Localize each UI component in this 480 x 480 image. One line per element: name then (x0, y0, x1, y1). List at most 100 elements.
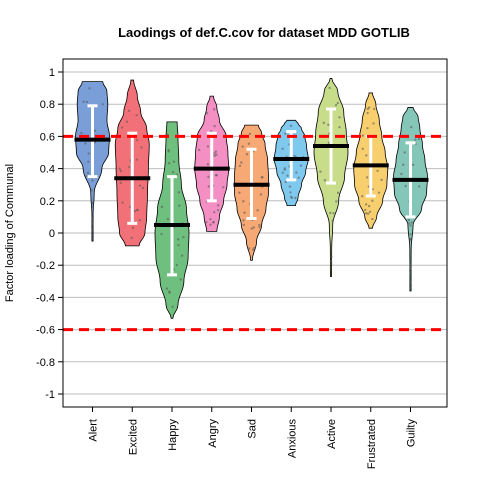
y-tick-label: -0.2 (36, 260, 55, 272)
data-point (330, 262, 333, 266)
data-point (258, 225, 261, 229)
data-point (121, 201, 124, 204)
data-point (365, 176, 369, 179)
data-point (242, 219, 245, 222)
data-point (290, 196, 294, 200)
data-point (140, 146, 143, 149)
data-point (171, 171, 175, 174)
data-point (366, 107, 370, 111)
data-point (238, 164, 242, 168)
data-point (251, 248, 255, 251)
data-point (328, 86, 331, 90)
data-point (299, 164, 303, 167)
data-point (411, 163, 415, 167)
data-point (138, 218, 142, 222)
data-point (87, 152, 90, 155)
data-point (175, 263, 178, 267)
data-point (91, 205, 95, 209)
data-point (240, 161, 243, 164)
data-point (327, 141, 331, 145)
y-tick-label: -1 (45, 389, 55, 401)
data-point (288, 185, 292, 188)
data-point (281, 147, 284, 150)
data-point (135, 138, 139, 142)
data-point (243, 211, 246, 214)
data-point (247, 142, 251, 145)
data-point (238, 191, 241, 194)
data-point (171, 305, 174, 309)
y-tick-label: -0.8 (36, 357, 55, 369)
data-point (372, 122, 375, 125)
data-point (214, 150, 218, 153)
data-point (213, 211, 216, 214)
data-point (376, 169, 379, 172)
data-point (209, 217, 212, 221)
data-point (176, 238, 180, 241)
data-point (294, 196, 297, 200)
data-point (338, 116, 341, 119)
data-point (361, 194, 364, 198)
data-point (366, 111, 369, 115)
y-tick-label: 1 (49, 67, 55, 79)
data-point (408, 254, 412, 257)
data-point (330, 255, 333, 258)
data-point (331, 219, 334, 222)
data-point (332, 212, 335, 215)
data-point (177, 244, 180, 247)
data-point (409, 263, 412, 266)
data-point (338, 125, 341, 129)
data-point (283, 168, 286, 171)
data-point (168, 290, 171, 293)
data-point (180, 254, 184, 257)
data-point (417, 137, 421, 141)
data-point (85, 174, 89, 178)
data-point (80, 131, 83, 135)
data-point (409, 237, 412, 241)
data-point (402, 163, 405, 166)
data-point (212, 221, 215, 224)
data-point (371, 199, 374, 202)
data-point (135, 113, 138, 117)
data-point (213, 152, 216, 155)
data-point (197, 148, 201, 152)
data-point (141, 186, 145, 190)
data-point (241, 145, 244, 148)
data-point (212, 108, 216, 111)
data-point (119, 169, 123, 173)
data-point (330, 244, 333, 247)
data-point (245, 153, 249, 156)
data-point (368, 210, 372, 214)
data-point (130, 236, 133, 240)
data-point (91, 229, 94, 232)
y-tick-label: -0.6 (36, 325, 55, 337)
data-point (205, 111, 209, 115)
data-point (335, 200, 338, 203)
data-point (136, 208, 139, 212)
data-point (87, 160, 90, 163)
data-point (289, 191, 292, 194)
data-point (361, 147, 364, 151)
data-point (101, 103, 104, 106)
data-point (120, 126, 124, 129)
x-tick-label: Happy (167, 419, 179, 451)
data-point (182, 235, 185, 239)
data-point (242, 223, 246, 227)
y-tick-label: 0 (49, 228, 55, 240)
data-point (409, 266, 412, 269)
reference-lines (63, 134, 447, 332)
y-axis: -1 -0.8 -0.6 -0.4 -0.2 0 0.2 0.4 0.6 0.8 1 (36, 67, 63, 401)
data-point (125, 120, 129, 123)
data-point (131, 226, 135, 229)
data-point (410, 125, 413, 129)
data-point (138, 184, 142, 187)
y-tick-label: 0.8 (40, 99, 55, 111)
data-point (91, 220, 94, 224)
data-point (364, 203, 368, 206)
data-point (165, 287, 169, 290)
data-point (289, 124, 293, 127)
data-point (380, 178, 383, 182)
data-point (85, 100, 89, 104)
data-point (88, 87, 91, 90)
data-point (179, 278, 182, 281)
data-point (207, 185, 210, 188)
